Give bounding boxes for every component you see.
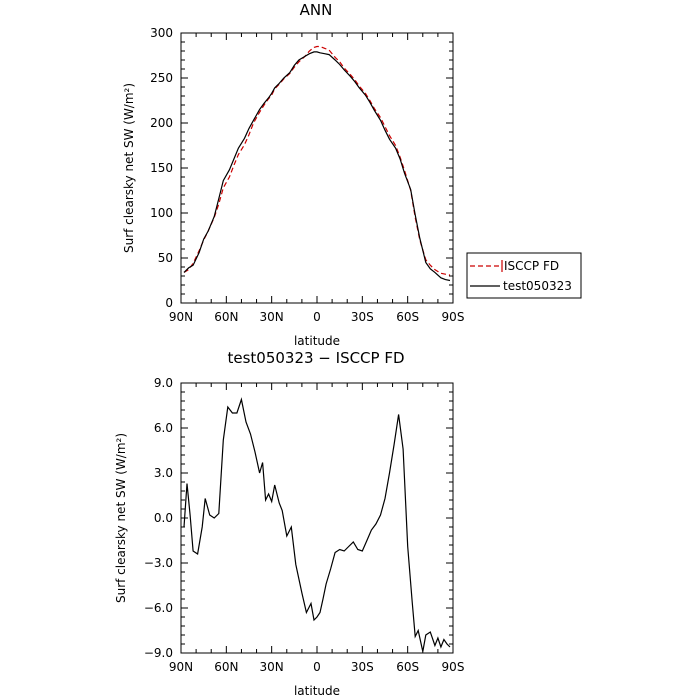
bottom-y-tick-label: −6.0 [144,601,173,615]
bottom-x-tick-label: 30N [260,660,284,674]
bottom-panel: test050323 − ISCCP FD 90N 60N 30N 0 30S 60S 90… [114,349,464,698]
top-series-group [183,45,451,282]
top-y-tick-label: 0 [165,296,173,310]
top-axis-ticks: 90N 60N 30N 0 30S 60S 90S 0 50 100 150 200 250 300 [150,26,464,324]
bottom-x-tick-label: 60N [214,660,238,674]
top-y-axis-label-text: Surf clearsky net SW (W/m²) [122,83,136,253]
top-y-tick-label: 200 [150,116,173,130]
top-y-tick-label: 150 [150,161,173,175]
top-title: ANN [300,1,333,19]
bottom-x-tick-label: 30S [351,660,374,674]
bottom-y-axis-label: Surf clearsky net SW (W/m²) [114,433,128,603]
top-x-tick-label: 60S [396,310,419,324]
bottom-y-axis-label-text: Surf clearsky net SW (W/m²) [114,433,128,603]
legend-label-isccp: ISCCP FD [504,259,559,273]
top-x-tick-label: 30S [351,310,374,324]
top-x-tick-label: 60N [214,310,238,324]
bottom-x-tick-label: 90S [442,660,465,674]
bottom-plot-frame [180,382,454,654]
top-x-tick-label: 30N [260,310,284,324]
bottom-axis-ticks: 90N 60N 30N 0 30S 60S 90S −9.0 −6.0 −3.0 0.0 3.0 6.0… [144,376,465,674]
bottom-x-tick-label: 90N [169,660,193,674]
bottom-series-line-0 [183,397,451,652]
bottom-x-tick-label: 0 [313,660,321,674]
legend-label-test: test050323 [503,279,572,293]
bottom-y-tick-label: 3.0 [154,466,173,480]
bottom-y-tick-label: 0.0 [154,511,173,525]
bottom-y-tick-label: 6.0 [154,421,173,435]
bottom-title: test050323 − ISCCP FD [227,349,404,367]
top-x-axis-label: latitude [294,334,340,348]
bottom-series-group [183,397,451,652]
top-plot-frame [180,32,454,304]
legend: ISCCP FD test050323 [466,252,582,299]
top-x-tick-label: 90N [169,310,193,324]
top-y-tick-label: 100 [150,206,173,220]
top-series-line-1 [183,51,451,282]
top-y-tick-label: 50 [158,251,173,265]
bottom-y-tick-label: −9.0 [144,646,173,660]
top-panel: ANN 90N 60N 30N 0 30S 60S 90S 0 50 100 150 200 250 30… [122,1,582,348]
top-x-tick-label: 90S [442,310,465,324]
bottom-x-tick-label: 60S [396,660,419,674]
top-series-line-0 [183,45,451,276]
bottom-y-tick-label: −3.0 [144,556,173,570]
top-y-axis-label: Surf clearsky net SW (W/m²) [122,83,136,253]
legend-frame [466,252,582,299]
bottom-y-tick-label: 9.0 [154,376,173,390]
top-y-tick-label: 250 [150,71,173,85]
top-y-tick-label: 300 [150,26,173,40]
bottom-x-axis-label: latitude [294,684,340,698]
top-x-tick-label: 0 [313,310,321,324]
